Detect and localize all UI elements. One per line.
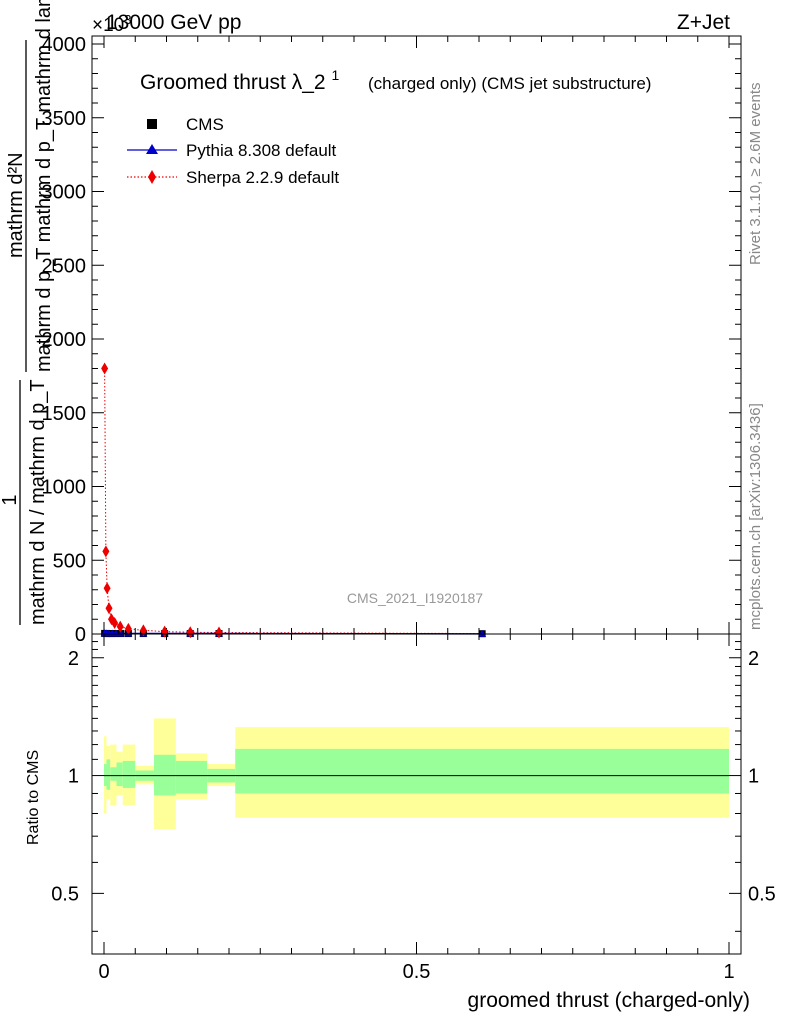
main-y-axis-label: 1 mathrm d N / mathrm d p_T mathrm d²N m… xyxy=(0,0,55,625)
legend-pythia-marker xyxy=(146,144,158,154)
sherpa-point xyxy=(101,362,109,375)
legend-sherpa-marker xyxy=(148,170,156,184)
chart-title-main: Groomed thrust xyxy=(140,71,286,94)
ratio-y-ticks: 0.5 0.5 1 1 2 2 xyxy=(51,641,776,932)
main-y-tick-label: 0 xyxy=(75,624,86,646)
chart-title: Groomed thrust λ_2 1 xyxy=(140,67,339,94)
legend-pythia-label: Pythia 8.308 default xyxy=(186,141,337,160)
sherpa-point xyxy=(186,626,194,639)
exponent-label: ×103 xyxy=(92,12,131,36)
legend-cms-marker xyxy=(147,119,157,129)
ylabel-prefix: 1 xyxy=(0,494,21,505)
rivet-label: Rivet 3.1.10, ≥ 2.6M events xyxy=(747,83,764,266)
ratio-band-inner xyxy=(235,748,729,794)
pythia-point xyxy=(478,629,487,637)
mcplots-label: mcplots.cern.ch [arXiv:1306.3436] xyxy=(747,403,764,630)
sherpa-point xyxy=(103,582,111,595)
ylabel-denominator: mathrm d p_T mathrm d p_T mathrm d lambd… xyxy=(33,0,55,372)
main-y-tick-label: 4000 xyxy=(42,34,87,56)
main-panel: 0 500 1000 1500 2000 2500 3000 3500 4000 Groomed… xyxy=(0,0,742,646)
x-tick-label: 0 xyxy=(98,961,109,983)
ratio-y-tick-label: 0.5 xyxy=(51,883,79,905)
ratio-band-inner xyxy=(110,767,117,781)
x-tick-label: 0.5 xyxy=(403,961,431,983)
pythia-point xyxy=(116,629,125,637)
chart-title-note: (charged only) (CMS jet substructure) xyxy=(368,74,651,93)
sherpa-point xyxy=(215,626,223,639)
ratio-panel: 0.5 0.51 12 2 0 0.5 1 Ratio to CMS groomed th… xyxy=(25,633,776,1012)
main-y-tick-label: 3000 xyxy=(42,182,87,204)
main-y-tick-label: 2000 xyxy=(42,329,87,351)
main-y-tick-label: 500 xyxy=(53,550,86,572)
ylabel-prefix-den: mathrm d N / mathrm d p_T xyxy=(27,379,49,625)
process-label: Z+Jet xyxy=(677,11,730,34)
ratio-bands xyxy=(104,718,729,830)
ratio-x-ticks: 0 0.5 1 xyxy=(98,634,735,983)
ratio-band-inner xyxy=(116,762,123,787)
sherpa-point xyxy=(139,624,147,637)
legend-cms-label: CMS xyxy=(186,115,224,134)
main-y-tick-label: 3500 xyxy=(42,108,87,130)
chart-title-symbol: λ_2 xyxy=(292,71,326,94)
collision-label: 13000 GeV pp xyxy=(106,11,241,34)
legend: CMS Pythia 8.308 default Sherpa 2.2.9 de… xyxy=(127,115,339,187)
sherpa-point xyxy=(124,622,132,635)
ratio-y-tick-label: 1 xyxy=(68,766,79,788)
main-y-tick-label: 1500 xyxy=(42,403,87,425)
ratio-band-inner xyxy=(175,760,208,794)
main-y-ticks: 0 500 1000 1500 2000 2500 3000 3500 4000 xyxy=(42,34,741,646)
sherpa-point xyxy=(116,620,124,633)
analysis-watermark: CMS_2021_I1920187 xyxy=(347,590,483,606)
main-y-tick-label: 2500 xyxy=(42,255,87,277)
main-y-tick-label: 1000 xyxy=(42,477,87,499)
ratio-band-inner xyxy=(122,760,136,788)
ylabel-numerator: mathrm d²N xyxy=(5,152,27,258)
sherpa-point xyxy=(105,602,113,615)
ratio-y-tick-label-right: 2 xyxy=(748,648,759,670)
legend-sherpa-label: Sherpa 2.2.9 default xyxy=(186,168,339,187)
chart-title-sup: 1 xyxy=(331,67,339,83)
sherpa-point xyxy=(111,616,119,629)
x-tick-label: 1 xyxy=(723,961,734,983)
ratio-y-tick-label: 2 xyxy=(68,648,79,670)
ratio-y-tick-label-right: 1 xyxy=(748,766,759,788)
sherpa-point xyxy=(102,545,110,558)
ratio-y-axis-label: Ratio to CMS xyxy=(25,750,42,845)
ratio-band-inner xyxy=(106,759,111,790)
x-axis-label: groomed thrust (charged-only) xyxy=(468,989,750,1012)
ratio-y-tick-label-right: 0.5 xyxy=(748,883,776,905)
